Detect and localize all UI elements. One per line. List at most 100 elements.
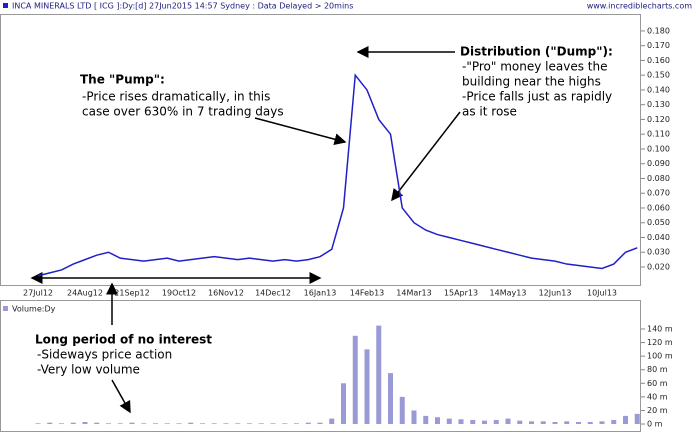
- y-tick-label: 120 m: [647, 338, 673, 347]
- volume-bar: [235, 423, 241, 425]
- volume-bar: [223, 423, 229, 425]
- x-tick-label: 14Dec12: [255, 289, 291, 298]
- volume-bar: [258, 423, 264, 425]
- volume-bar: [493, 419, 499, 425]
- volume-bar: [517, 420, 523, 425]
- x-tick-label: 14May13: [490, 289, 527, 298]
- volume-bar: [106, 423, 111, 425]
- x-tick-label: 16Nov12: [208, 289, 244, 298]
- volume-title: Volume:Dy: [12, 305, 56, 314]
- volume-bar: [423, 415, 429, 425]
- annotation-line: -Very low volume: [37, 363, 140, 377]
- volume-bar: [364, 349, 370, 425]
- y-tick-label: 0.110: [647, 130, 670, 139]
- volume-bar: [270, 423, 276, 425]
- volume-bar: [329, 418, 335, 425]
- x-tick-label: 21Sep12: [114, 289, 149, 298]
- x-tick-label: 27Jul12: [23, 289, 53, 298]
- y-tick-label: 0.160: [647, 56, 670, 65]
- arrow: [391, 111, 461, 202]
- y-tick-label: 40 m: [647, 392, 668, 401]
- volume-bar: [153, 423, 158, 425]
- annotation-line: building near the highs: [462, 75, 601, 89]
- volume-bar: [505, 418, 511, 425]
- volume-bar: [341, 383, 346, 425]
- volume-bar: [59, 423, 64, 425]
- arrow: [254, 117, 347, 146]
- volume-bar: [82, 421, 88, 425]
- chart-title: INCA MINERALS LTD [ ICG ]:Dy:[d] 27Jun20…: [12, 2, 353, 11]
- annotation-line: -Price rises dramatically, in this: [82, 90, 270, 104]
- volume-bar: [435, 417, 440, 425]
- x-tick-label: 14Feb13: [350, 289, 385, 298]
- volume-bar: [94, 422, 100, 425]
- volume-bar: [129, 422, 135, 425]
- price-line: [37, 73, 638, 277]
- x-tick-label: 16Jan13: [304, 289, 337, 298]
- volume-bar: [211, 423, 217, 425]
- volume-bar: [376, 325, 382, 425]
- header-icon: [3, 3, 8, 8]
- y-tick-label: 0.040: [647, 233, 670, 242]
- annotation-title: The "Pump":: [80, 73, 165, 87]
- volume-bar: [305, 422, 311, 425]
- x-tick-label: 12Jun13: [539, 289, 572, 298]
- y-tick-label: 80 m: [647, 365, 668, 374]
- volume-panel: [0, 300, 641, 432]
- y-tick-label: 0.090: [647, 159, 670, 168]
- y-tick-label: 20 m: [647, 406, 668, 415]
- volume-bar: [470, 419, 476, 425]
- volume-bar: [564, 421, 570, 425]
- volume-bar: [282, 423, 288, 425]
- volume-bar: [576, 421, 581, 425]
- volume-bar: [388, 373, 393, 425]
- volume-bar: [623, 415, 628, 425]
- volume-bar: [188, 422, 194, 425]
- y-tick-label: 0.050: [647, 218, 670, 227]
- source: www.incrediblecharts.com: [587, 2, 692, 11]
- price-panel: [0, 14, 641, 286]
- volume-bar: [634, 413, 640, 425]
- y-tick-label: 0.100: [647, 144, 670, 153]
- volume-bar: [458, 419, 464, 425]
- annotation-line: as it rose: [462, 105, 517, 119]
- volume-bar: [247, 423, 252, 425]
- y-tick-label: 0.070: [647, 189, 670, 198]
- y-tick-label: 0.130: [647, 100, 670, 109]
- y-tick-label: 0.180: [647, 26, 670, 35]
- volume-bar: [47, 422, 53, 425]
- volume-bar: [482, 420, 487, 425]
- volume-bar: [587, 421, 593, 425]
- y-tick-label: 0.020: [647, 263, 670, 272]
- volume-bar: [317, 422, 323, 425]
- annotation-line: -Price falls just as rapidly: [462, 90, 612, 104]
- y-tick-label: 0.170: [647, 41, 670, 50]
- x-tick-label: 15Apr13: [444, 289, 478, 298]
- volume-bar: [117, 423, 123, 425]
- volume-bar: [141, 423, 147, 425]
- volume-bar: [411, 410, 417, 425]
- volume-bar: [164, 423, 170, 425]
- y-tick-label: 100 m: [647, 352, 673, 361]
- volume-bar: [70, 422, 76, 425]
- volume-bar: [35, 423, 41, 425]
- volume-bar: [294, 423, 299, 425]
- y-tick-label: 0.080: [647, 174, 670, 183]
- annotation-title: Long period of no interest: [35, 333, 212, 347]
- volume-bar: [446, 418, 452, 425]
- annotation-line: -"Pro" money leaves the: [462, 60, 607, 74]
- volume-bar: [599, 421, 605, 425]
- annotation-line: case over 630% in 7 trading days: [82, 105, 284, 119]
- x-tick-label: 24Aug12: [67, 289, 103, 298]
- volume-bar: [176, 423, 182, 425]
- volume-bar: [540, 421, 546, 425]
- x-tick-label: 19Oct12: [162, 289, 196, 298]
- volume-bar: [399, 396, 405, 425]
- y-tick-label: 0.150: [647, 71, 670, 80]
- annotation-title: Distribution ("Dump"):: [460, 45, 613, 59]
- y-tick-label: 140 m: [647, 324, 673, 333]
- y-tick-label: 0.030: [647, 248, 670, 257]
- x-tick-label: 14Mar13: [396, 289, 431, 298]
- volume-bar: [611, 419, 617, 425]
